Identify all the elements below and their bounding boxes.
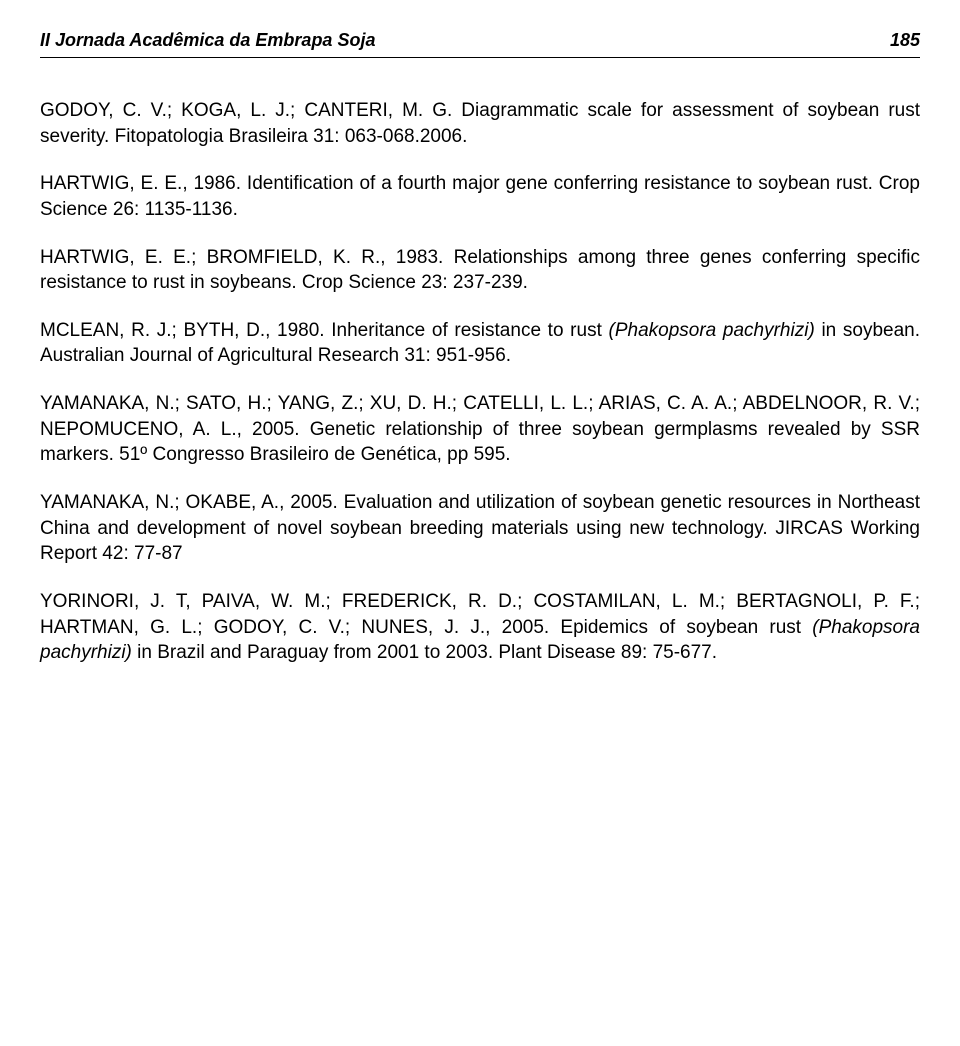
reference-entry: GODOY, C. V.; KOGA, L. J.; CANTERI, M. G… xyxy=(40,98,920,149)
reference-entry: YAMANAKA, N.; OKABE, A., 2005. Evaluatio… xyxy=(40,490,920,567)
reference-entry: HARTWIG, E. E.; BROMFIELD, K. R., 1983. … xyxy=(40,245,920,296)
header-title: II Jornada Acadêmica da Embrapa Soja xyxy=(40,30,375,51)
references-list: GODOY, C. V.; KOGA, L. J.; CANTERI, M. G… xyxy=(40,98,920,666)
reference-entry: HARTWIG, E. E., 1986. Identification of … xyxy=(40,171,920,222)
reference-text: YAMANAKA, N.; SATO, H.; YANG, Z.; XU, D.… xyxy=(40,393,920,465)
page-number: 185 xyxy=(890,30,920,51)
reference-text: YORINORI, J. T, PAIVA, W. M.; FREDERICK,… xyxy=(40,591,920,638)
reference-entry: YORINORI, J. T, PAIVA, W. M.; FREDERICK,… xyxy=(40,589,920,666)
reference-entry: YAMANAKA, N.; SATO, H.; YANG, Z.; XU, D.… xyxy=(40,391,920,468)
reference-text: HARTWIG, E. E.; BROMFIELD, K. R., 1983. … xyxy=(40,247,920,294)
reference-text: YAMANAKA, N.; OKABE, A., 2005. Evaluatio… xyxy=(40,492,920,564)
reference-text: MCLEAN, R. J.; BYTH, D., 1980. Inheritan… xyxy=(40,320,609,341)
reference-text: HARTWIG, E. E., 1986. Identification of … xyxy=(40,173,920,220)
page-header: II Jornada Acadêmica da Embrapa Soja 185 xyxy=(40,30,920,58)
reference-text: GODOY, C. V.; KOGA, L. J.; CANTERI, M. G… xyxy=(40,100,920,147)
reference-italic: (Phakopsora pachyrhizi) xyxy=(609,320,815,341)
reference-text: in Brazil and Paraguay from 2001 to 2003… xyxy=(132,642,717,663)
reference-entry: MCLEAN, R. J.; BYTH, D., 1980. Inheritan… xyxy=(40,318,920,369)
